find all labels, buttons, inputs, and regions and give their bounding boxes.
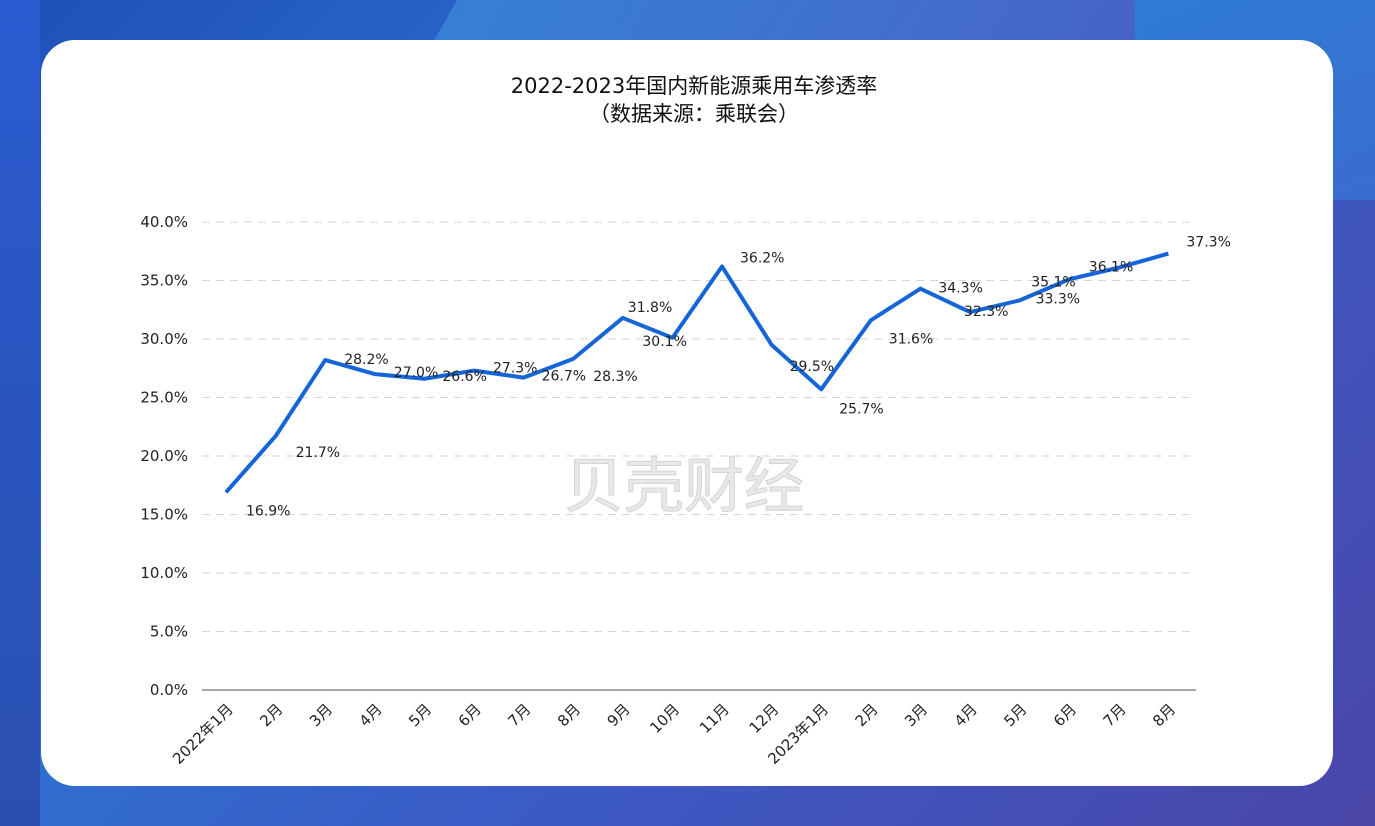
gridlines bbox=[202, 221, 1196, 632]
y-tick-label: 30.0% bbox=[140, 330, 188, 348]
data-label: 36.2% bbox=[740, 250, 784, 266]
data-label: 26.6% bbox=[442, 369, 486, 385]
data-label: 34.3% bbox=[938, 281, 982, 297]
x-tick-label: 3月 bbox=[901, 700, 931, 730]
x-tick-label: 7月 bbox=[504, 700, 534, 730]
y-tick-label: 35.0% bbox=[140, 272, 188, 290]
y-tick-label: 20.0% bbox=[140, 447, 188, 465]
watermark: 贝壳财经 bbox=[564, 452, 804, 522]
x-tick-label: 3月 bbox=[306, 700, 336, 730]
y-tick-label: 0.0% bbox=[150, 681, 188, 699]
x-tick-label: 6月 bbox=[455, 700, 485, 730]
y-tick-label: 5.0% bbox=[150, 623, 188, 641]
x-tick-label: 2月 bbox=[256, 700, 286, 730]
data-label: 28.2% bbox=[344, 352, 388, 368]
data-label: 29.5% bbox=[790, 359, 834, 375]
x-tick-label: 8月 bbox=[1149, 700, 1179, 730]
data-label: 33.3% bbox=[1036, 291, 1080, 307]
x-tick-label: 12月 bbox=[746, 700, 783, 737]
data-label: 28.3% bbox=[593, 369, 637, 385]
data-label: 31.8% bbox=[628, 300, 672, 316]
y-tick-label: 25.0% bbox=[140, 389, 188, 407]
x-tick-label: 11月 bbox=[696, 700, 733, 737]
data-label: 27.0% bbox=[394, 365, 438, 381]
x-tick-label: 2022年1月 bbox=[169, 700, 237, 768]
x-tick-label: 2月 bbox=[852, 700, 882, 730]
chart-card bbox=[41, 40, 1333, 786]
data-label: 32.3% bbox=[964, 304, 1008, 320]
x-tick-label: 7月 bbox=[1100, 700, 1130, 730]
data-label: 35.1% bbox=[1031, 274, 1075, 290]
y-tick-label: 15.0% bbox=[140, 506, 188, 524]
data-label: 16.9% bbox=[246, 503, 290, 519]
x-tick-label: 4月 bbox=[951, 700, 981, 730]
background-stripe bbox=[0, 0, 40, 826]
x-tick-label: 9月 bbox=[604, 700, 634, 730]
x-tick-label: 8月 bbox=[554, 700, 584, 730]
x-tick-label: 10月 bbox=[646, 700, 683, 737]
y-tick-label: 40.0% bbox=[140, 213, 188, 231]
data-label: 30.1% bbox=[642, 334, 686, 350]
data-label: 36.1% bbox=[1089, 260, 1133, 276]
data-label: 37.3% bbox=[1186, 235, 1230, 251]
x-tick-label: 4月 bbox=[356, 700, 386, 730]
x-tick-label: 6月 bbox=[1050, 700, 1080, 730]
series-line bbox=[224, 251, 1169, 494]
x-tick-label: 5月 bbox=[1000, 700, 1030, 730]
data-label: 26.7% bbox=[542, 369, 586, 385]
x-tick-label: 5月 bbox=[405, 700, 435, 730]
data-label: 25.7% bbox=[839, 401, 883, 417]
y-tick-label: 10.0% bbox=[140, 564, 188, 582]
data-label: 21.7% bbox=[296, 445, 340, 461]
data-label: 27.3% bbox=[493, 361, 537, 377]
data-labels: 16.9% 21.7% 28.2% 27.0% 26.6% 27.3% 26.7% 28.3%… bbox=[246, 235, 1231, 520]
chart-subtitle: （数据来源：乘联会） bbox=[589, 102, 799, 126]
data-label: 31.6% bbox=[889, 331, 933, 347]
y-axis-ticks: 0.0% 5.0% 10.0% 15.0% 20.0% 25.0% 30.0% 35.0% 40… bbox=[140, 213, 188, 699]
chart-title: 2022-2023年国内新能源乘用车渗透率 bbox=[511, 74, 877, 98]
